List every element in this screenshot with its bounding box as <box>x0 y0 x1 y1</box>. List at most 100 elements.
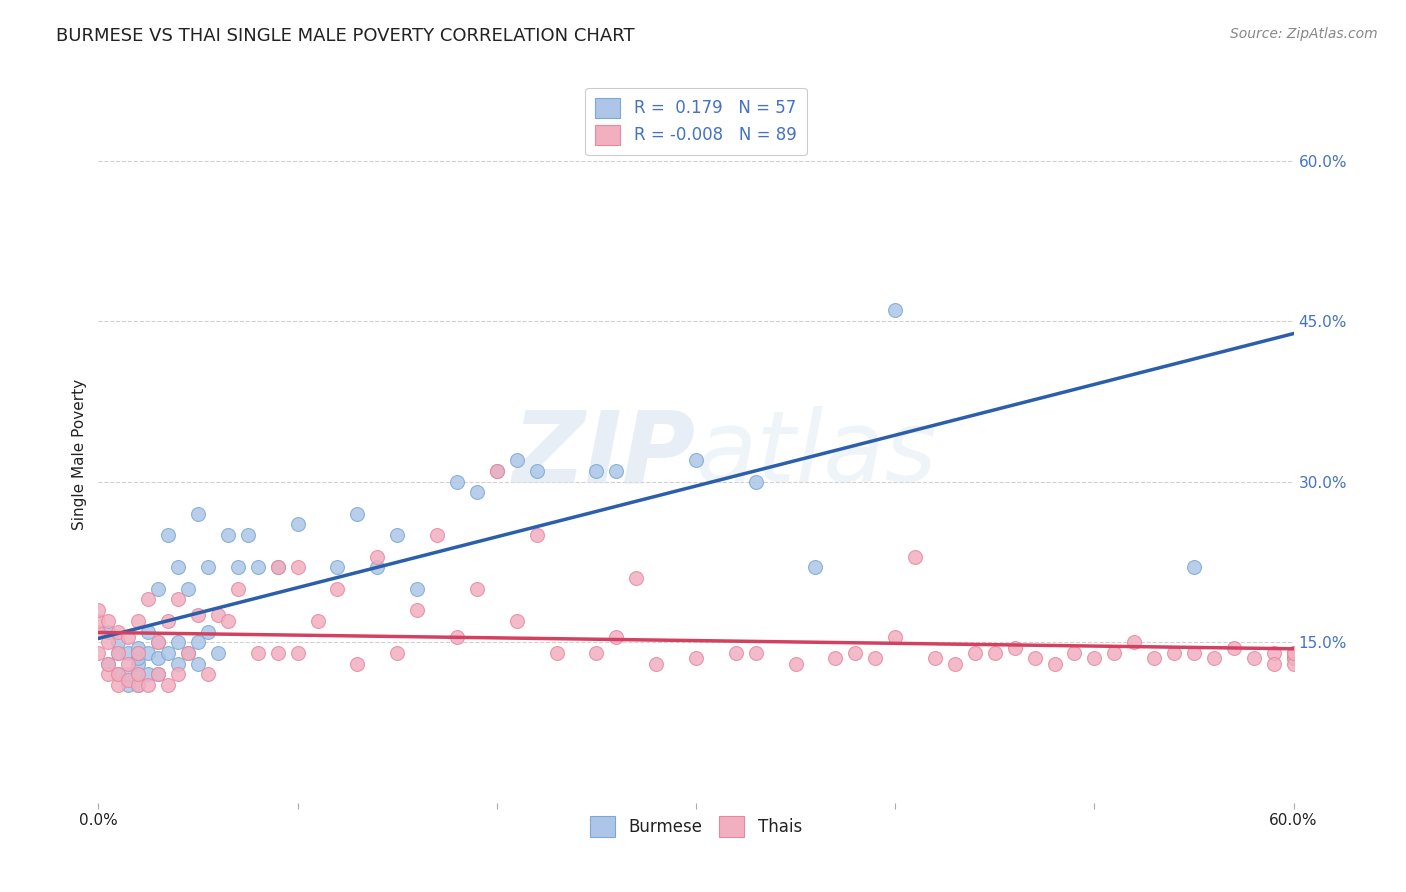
Point <box>187 608 209 623</box>
Point <box>685 453 707 467</box>
Point <box>136 667 159 681</box>
Point <box>546 646 568 660</box>
Point <box>1143 651 1166 665</box>
Point <box>785 657 807 671</box>
Point <box>136 678 159 692</box>
Point <box>406 603 429 617</box>
Point <box>506 453 529 467</box>
Point <box>824 651 846 665</box>
Point <box>207 646 229 660</box>
Point <box>287 560 309 574</box>
Point <box>366 560 388 574</box>
Point <box>127 646 149 660</box>
Point <box>1263 657 1285 671</box>
Point <box>1004 640 1026 655</box>
Point <box>127 667 149 681</box>
Point <box>187 657 209 671</box>
Point <box>446 475 468 489</box>
Point <box>1263 646 1285 660</box>
Point <box>307 614 329 628</box>
Point <box>366 549 388 564</box>
Point <box>136 592 159 607</box>
Point <box>745 475 768 489</box>
Point <box>97 635 120 649</box>
Point <box>97 657 120 671</box>
Point <box>426 528 449 542</box>
Point <box>1282 646 1305 660</box>
Point <box>924 651 946 665</box>
Point <box>157 614 180 628</box>
Point <box>1282 651 1305 665</box>
Point <box>136 624 159 639</box>
Point <box>197 560 219 574</box>
Point <box>117 657 139 671</box>
Point <box>107 646 129 660</box>
Point <box>107 624 129 639</box>
Point <box>1202 651 1225 665</box>
Point <box>1282 651 1305 665</box>
Point <box>197 667 219 681</box>
Point <box>157 646 180 660</box>
Point <box>197 624 219 639</box>
Point <box>107 667 129 681</box>
Point <box>87 646 110 660</box>
Point <box>844 646 866 660</box>
Point <box>127 614 149 628</box>
Point <box>187 507 209 521</box>
Point <box>724 646 747 660</box>
Point <box>177 582 200 596</box>
Point <box>97 667 120 681</box>
Point <box>97 657 120 671</box>
Point <box>326 560 349 574</box>
Point <box>943 657 966 671</box>
Point <box>1063 646 1085 660</box>
Point <box>1223 640 1246 655</box>
Point <box>148 651 170 665</box>
Point <box>167 667 190 681</box>
Point <box>446 630 468 644</box>
Point <box>1182 560 1205 574</box>
Point <box>963 646 986 660</box>
Point <box>148 667 170 681</box>
Point <box>506 614 529 628</box>
Point <box>236 528 259 542</box>
Point <box>1182 646 1205 660</box>
Point <box>87 603 110 617</box>
Point <box>585 464 607 478</box>
Point <box>127 667 149 681</box>
Point <box>217 528 239 542</box>
Point <box>117 673 139 687</box>
Point <box>157 678 180 692</box>
Point <box>465 582 488 596</box>
Point <box>1243 651 1265 665</box>
Point <box>1043 657 1066 671</box>
Point <box>117 667 139 681</box>
Point <box>127 651 149 665</box>
Point <box>148 667 170 681</box>
Point <box>1024 651 1046 665</box>
Point <box>287 646 309 660</box>
Point <box>148 582 170 596</box>
Point <box>177 646 200 660</box>
Point <box>605 464 627 478</box>
Point <box>1083 651 1105 665</box>
Point <box>485 464 508 478</box>
Point <box>605 630 627 644</box>
Point <box>287 517 309 532</box>
Point <box>207 608 229 623</box>
Point <box>267 646 290 660</box>
Point <box>1163 646 1185 660</box>
Y-axis label: Single Male Poverty: Single Male Poverty <box>72 379 87 531</box>
Point <box>884 303 907 318</box>
Point <box>346 507 368 521</box>
Text: Source: ZipAtlas.com: Source: ZipAtlas.com <box>1230 27 1378 41</box>
Point <box>177 646 200 660</box>
Point <box>117 630 139 644</box>
Point <box>107 678 129 692</box>
Point <box>127 678 149 692</box>
Point <box>246 560 269 574</box>
Point <box>904 549 927 564</box>
Point <box>406 582 429 596</box>
Point <box>117 678 139 692</box>
Point <box>267 560 290 574</box>
